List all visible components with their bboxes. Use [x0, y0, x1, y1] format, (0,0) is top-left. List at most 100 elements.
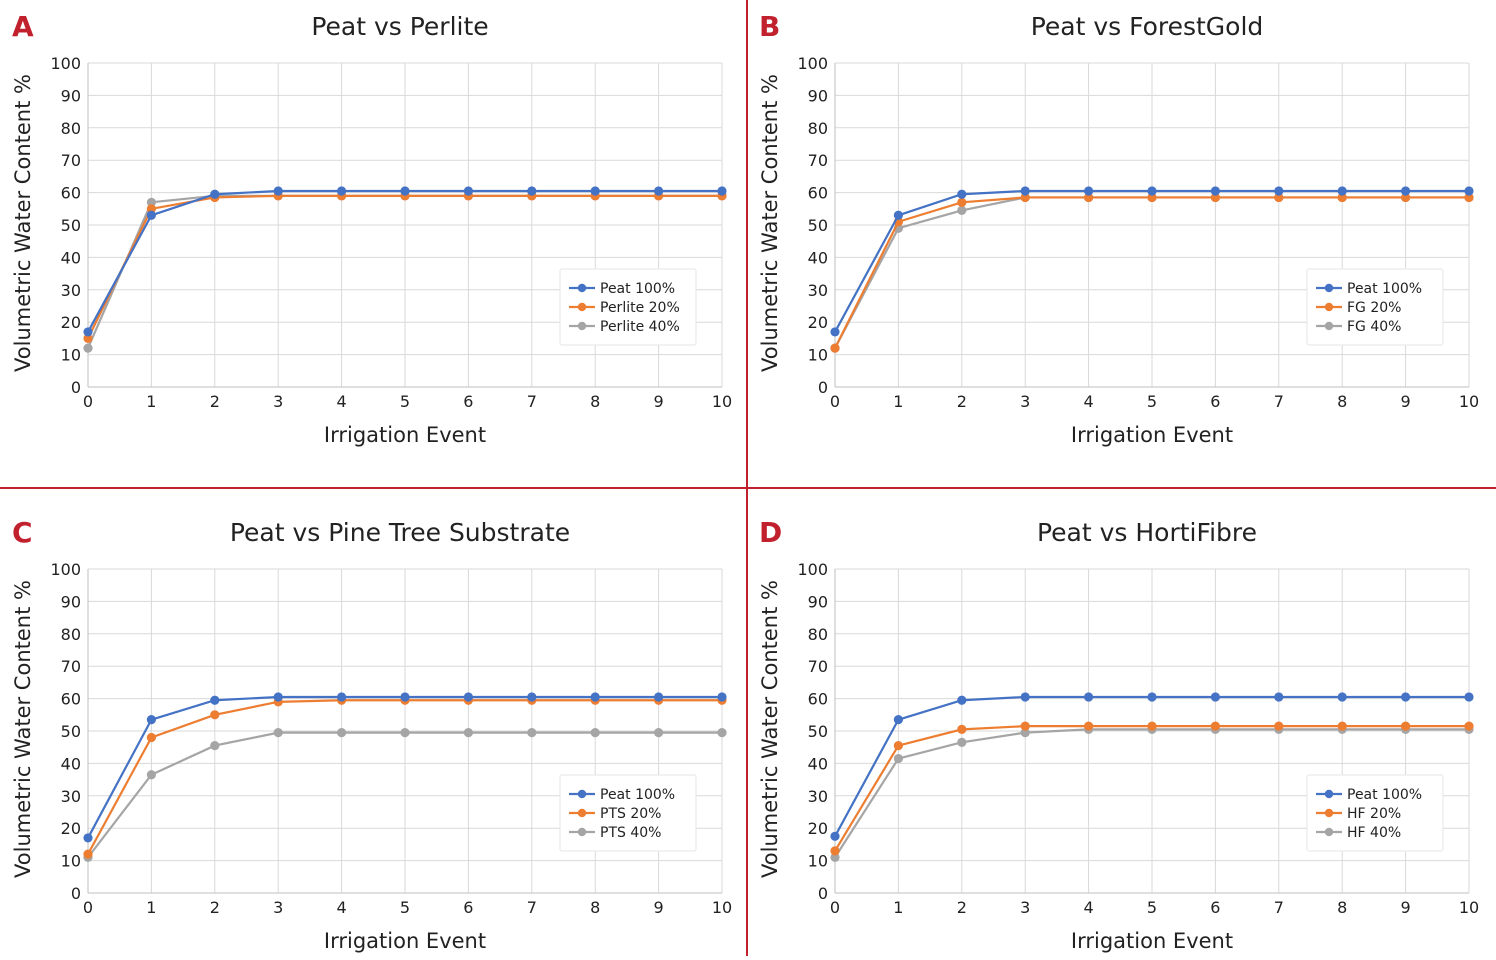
legend-swatch-marker — [1324, 789, 1334, 799]
data-point — [1084, 192, 1094, 203]
data-point — [957, 737, 967, 747]
data-point — [830, 327, 840, 337]
data-point — [527, 186, 537, 196]
y-tick-label: 10 — [808, 346, 828, 365]
data-point — [1147, 692, 1157, 702]
data-point — [1210, 186, 1220, 196]
data-point — [654, 186, 664, 196]
x-tick-label: 9 — [1401, 898, 1411, 917]
y-tick-label: 20 — [61, 313, 81, 332]
legend-entry: Peat 100% — [600, 787, 675, 803]
chart-panel-d: D Peat vs HortiFibre010203040506070809010… — [758, 516, 1479, 953]
series-1 — [83, 692, 727, 843]
y-tick-label: 20 — [61, 819, 81, 838]
legend-entry: Peat 100% — [1347, 787, 1422, 803]
y-tick-label: 30 — [808, 787, 828, 806]
data-point — [83, 849, 93, 859]
x-tick-label: 1 — [893, 898, 903, 917]
y-tick-label: 10 — [61, 852, 81, 871]
x-tick-label: 2 — [957, 898, 967, 917]
data-point — [463, 692, 473, 702]
data-point — [146, 732, 156, 743]
x-tick-label: 9 — [654, 392, 664, 411]
data-point — [1464, 692, 1474, 702]
x-tick-label: 7 — [527, 898, 537, 917]
x-tick-label: 0 — [83, 898, 93, 917]
series-1 — [83, 186, 727, 337]
data-point — [590, 692, 600, 702]
data-point — [1020, 721, 1030, 731]
series-2 — [830, 721, 1474, 856]
x-axis-label: Irrigation Event — [324, 423, 486, 447]
panel-letter: A — [12, 10, 34, 43]
x-tick-label: 2 — [210, 392, 220, 411]
y-tick-label: 80 — [808, 119, 828, 138]
x-tick-label: 4 — [337, 392, 347, 411]
y-tick-label: 90 — [808, 592, 828, 611]
y-tick-label: 30 — [61, 281, 81, 300]
x-tick-label: 3 — [1020, 898, 1030, 917]
y-axis-label: Volumetric Water Content % — [758, 580, 782, 878]
data-point — [1464, 186, 1474, 196]
data-point — [1084, 186, 1094, 196]
data-point — [1274, 192, 1284, 203]
y-tick-label: 60 — [61, 184, 81, 203]
x-tick-label: 9 — [1401, 392, 1411, 411]
data-point — [83, 333, 93, 343]
x-tick-label: 3 — [273, 898, 283, 917]
y-tick-label: 30 — [808, 281, 828, 300]
y-tick-label: 10 — [61, 346, 81, 365]
data-point — [337, 692, 347, 702]
data-point — [830, 852, 840, 862]
legend-entry: FG 20% — [1347, 300, 1401, 316]
y-tick-label: 90 — [61, 592, 81, 611]
panel-divider-horizontal — [0, 487, 1496, 489]
y-tick-label: 90 — [808, 86, 828, 105]
y-tick-label: 20 — [808, 819, 828, 838]
x-tick-label: 5 — [1147, 898, 1157, 917]
y-tick-label: 50 — [61, 722, 81, 741]
data-point — [893, 715, 903, 725]
data-point — [1210, 721, 1220, 731]
legend-swatch-marker — [1324, 283, 1334, 293]
y-tick-label: 50 — [808, 722, 828, 741]
data-point — [1401, 721, 1411, 731]
data-point — [590, 728, 600, 738]
data-point — [957, 724, 967, 734]
y-tick-label: 40 — [808, 248, 828, 267]
data-point — [463, 728, 473, 738]
x-tick-label: 8 — [1337, 898, 1347, 917]
x-tick-label: 3 — [273, 392, 283, 411]
y-tick-label: 70 — [808, 151, 828, 170]
y-tick-label: 40 — [61, 248, 81, 267]
data-point — [1274, 186, 1284, 196]
panel-letter: D — [759, 516, 782, 549]
data-point — [210, 695, 220, 705]
data-point — [273, 186, 283, 196]
legend-entry: FG 40% — [1347, 319, 1401, 335]
data-point — [957, 197, 967, 207]
x-tick-label: 1 — [146, 898, 156, 917]
y-tick-label: 50 — [61, 216, 81, 235]
x-tick-label: 6 — [463, 898, 473, 917]
data-point — [1020, 186, 1030, 196]
data-point — [463, 186, 473, 196]
y-axis-label: Volumetric Water Content % — [11, 74, 35, 372]
y-axis-label: Volumetric Water Content % — [758, 74, 782, 372]
y-tick-label: 90 — [61, 86, 81, 105]
data-point — [1147, 192, 1157, 203]
x-tick-label: 8 — [1337, 392, 1347, 411]
y-tick-label: 80 — [61, 119, 81, 138]
y-axis-label: Volumetric Water Content % — [11, 580, 35, 878]
data-point — [1020, 692, 1030, 702]
data-point — [1210, 692, 1220, 702]
data-point — [273, 728, 283, 738]
legend-swatch-marker — [1324, 808, 1334, 818]
data-point — [1274, 721, 1284, 731]
data-point — [83, 833, 93, 843]
x-axis-label: Irrigation Event — [1071, 423, 1233, 447]
y-tick-label: 100 — [50, 54, 81, 73]
legend-swatch-marker — [1324, 321, 1334, 331]
data-point — [1274, 692, 1284, 702]
